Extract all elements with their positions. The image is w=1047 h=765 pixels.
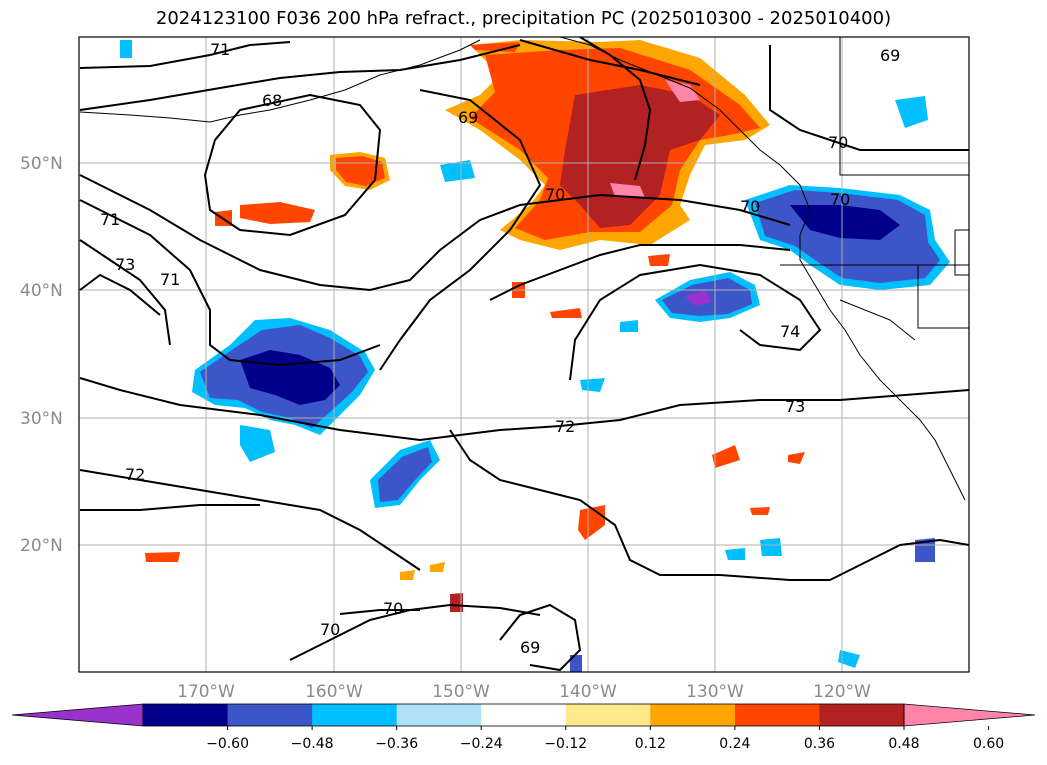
svg-text:69: 69 (880, 46, 900, 65)
svg-text:140°W: 140°W (559, 682, 617, 702)
colorbar-extend-max (903, 703, 1036, 727)
longitude-labels: 170°W 160°W 150°W 140°W 130°W 120°W (177, 682, 871, 702)
svg-text:72: 72 (555, 417, 575, 436)
colorbar-tick-label: −0.36 (375, 736, 418, 752)
colorbar-segment (819, 704, 905, 726)
svg-text:73: 73 (115, 255, 135, 274)
colorbar-tick-label: 0.48 (888, 736, 919, 752)
svg-text:30°N: 30°N (20, 409, 63, 429)
colorbar-tick-label: 0.12 (635, 736, 666, 752)
colorbar-frame (142, 703, 905, 727)
svg-text:50°N: 50°N (20, 154, 63, 174)
svg-text:70: 70 (383, 599, 403, 618)
svg-text:72: 72 (125, 465, 145, 484)
svg-text:70: 70 (828, 133, 848, 152)
coastlines (79, 37, 969, 501)
colorbar-segment (734, 704, 820, 726)
colorbar-segment (396, 704, 482, 726)
svg-text:71: 71 (100, 210, 120, 229)
colorbar: −0.60 −0.48 −0.36 −0.24 −0.12 0.12 0.24 0.36 0.4… (11, 703, 1036, 752)
svg-text:70: 70 (740, 197, 760, 216)
colorbar-tick-label: −0.60 (206, 736, 249, 752)
colorbar-segment (227, 704, 313, 726)
svg-text:130°W: 130°W (686, 682, 744, 702)
colorbar-segment (650, 704, 736, 726)
colorbar-tick-label: 0.36 (804, 736, 835, 752)
svg-text:120°W: 120°W (813, 682, 871, 702)
colorbar-segment (565, 704, 651, 726)
graticule (79, 37, 969, 672)
colorbar-extend-min (11, 703, 144, 727)
svg-text:69: 69 (458, 108, 478, 127)
refractivity-contours (79, 37, 969, 672)
svg-text:20°N: 20°N (20, 536, 63, 556)
colorbar-segment (143, 704, 229, 726)
colorbar-tick-label: −0.48 (291, 736, 334, 752)
colorbar-tick-label: −0.12 (544, 736, 587, 752)
colorbar-tick-label: 0.24 (719, 736, 750, 752)
colorbar-segment (312, 704, 398, 726)
colorbar-segment (481, 704, 567, 726)
svg-text:74: 74 (780, 322, 800, 341)
negative-anomaly-region-east (120, 40, 950, 672)
svg-text:70: 70 (545, 185, 565, 204)
svg-text:170°W: 170°W (177, 682, 235, 702)
colorbar-tick-label: 0.60 (973, 736, 1004, 752)
svg-text:68: 68 (262, 91, 282, 110)
svg-text:69: 69 (520, 638, 540, 657)
svg-text:160°W: 160°W (305, 682, 363, 702)
map-area: 71 68 69 70 72 73 71 70 71 70 69 70 74 7… (79, 37, 969, 672)
map-title: 2024123100 F036 200 hPa refract., precip… (155, 8, 892, 29)
svg-text:150°W: 150°W (432, 682, 490, 702)
svg-text:71: 71 (160, 270, 180, 289)
svg-text:73: 73 (785, 397, 805, 416)
colorbar-tick-label: −0.24 (460, 736, 503, 752)
svg-text:40°N: 40°N (20, 281, 63, 301)
svg-text:71: 71 (210, 40, 230, 59)
negative-anomaly-region-west (192, 318, 375, 462)
svg-text:70: 70 (320, 620, 340, 639)
positive-anomaly-region-northeast (445, 40, 770, 250)
svg-text:70: 70 (830, 190, 850, 209)
contour-labels: 71 68 69 70 72 73 71 70 71 70 69 70 74 7… (100, 40, 900, 657)
map-frame (78, 36, 970, 673)
latitude-labels: 50°N 40°N 30°N 20°N (20, 154, 63, 556)
